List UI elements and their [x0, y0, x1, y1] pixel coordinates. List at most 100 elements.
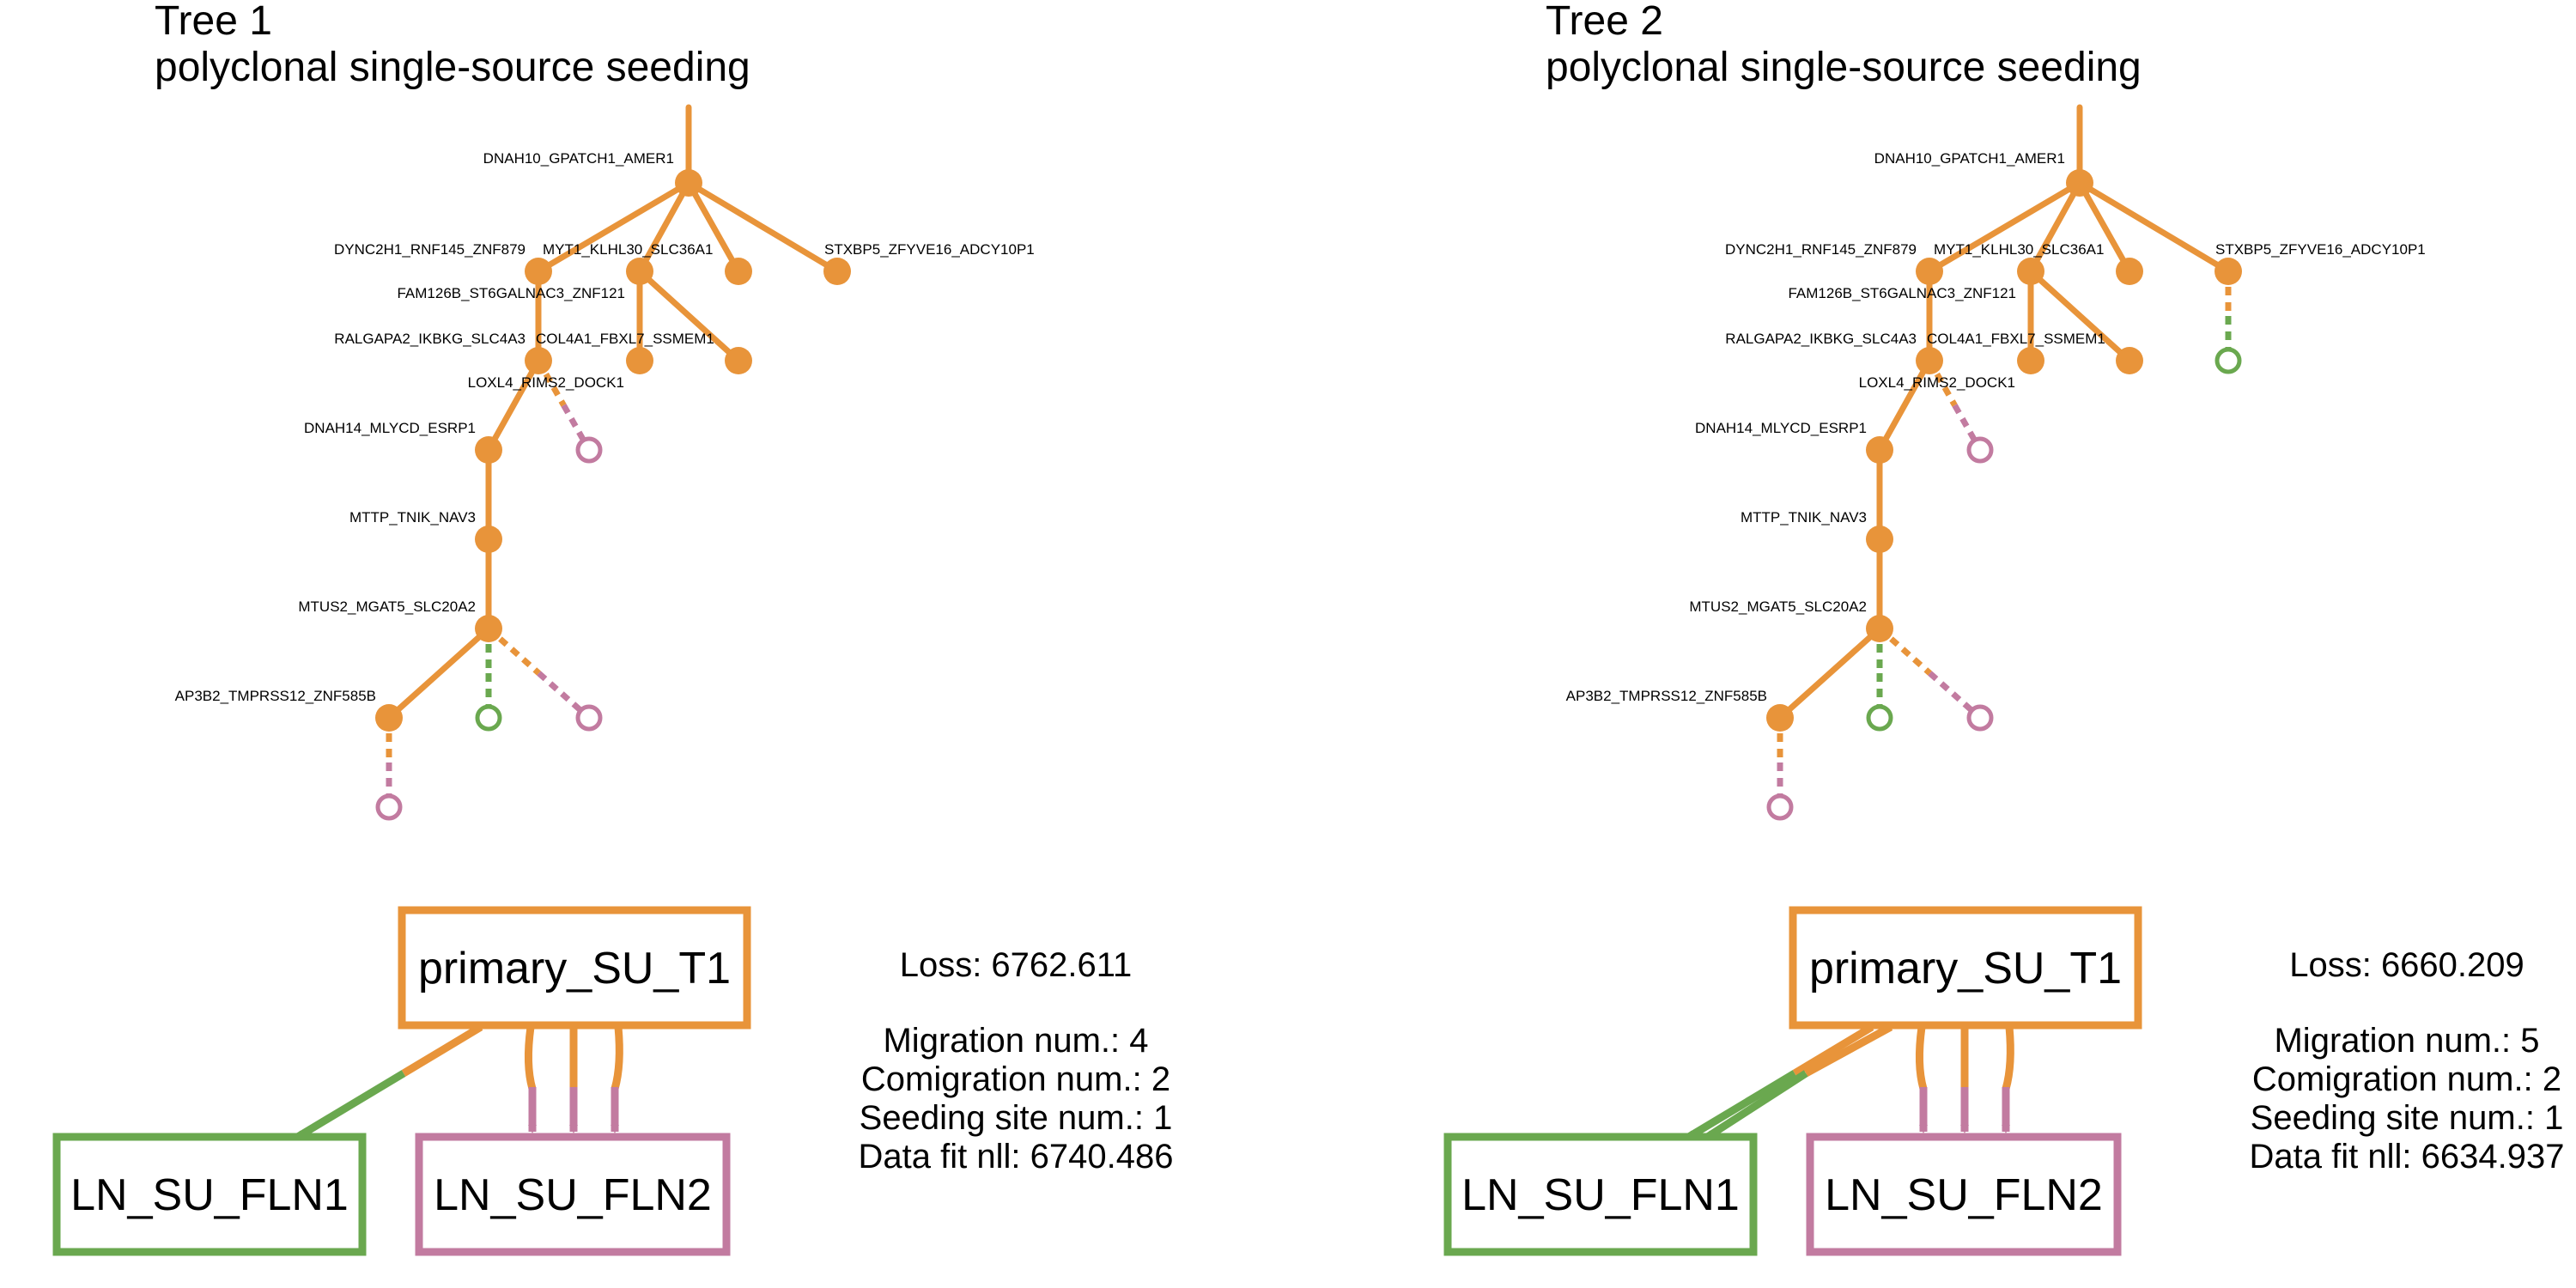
mtus2-leaf-pink-edge-end: [537, 671, 592, 720]
loxl4-leaf-edge-end: [1952, 404, 1984, 452]
primary-site-box-border: [398, 906, 751, 1030]
migration-edge-ln2-start: [1915, 1026, 1928, 1091]
node-label-myt1: MYT1_KLHL30_SLC36A1: [1934, 241, 2104, 258]
tree-edge: [636, 268, 742, 364]
node-label-mtus2: MTUS2_MGAT5_SLC20A2: [298, 598, 476, 615]
migration-edge-ln2-start: [2002, 1026, 2014, 1091]
ln2-site-box: LN_SU_FLN2: [1806, 1133, 2122, 1256]
tree-edge: [2076, 179, 2232, 275]
node-label-ralgapa2: RALGAPA2_IKBKG_SLC4A3: [334, 331, 526, 347]
seeding-site-count: Seeding site num.: 1: [2251, 1099, 2564, 1137]
clone-node: [2066, 169, 2093, 197]
node-label-dync: DYNC2H1_RNF145_ZNF879: [1725, 241, 1917, 258]
node-label-dnah14: DNAH14_MLYCD_ESRP1: [1695, 420, 1867, 436]
clone-node: [2116, 347, 2143, 374]
leaf-node-ln2: [1966, 436, 1994, 464]
clone-node: [725, 258, 752, 285]
node-label-myt1: MYT1_KLHL30_SLC36A1: [543, 241, 713, 258]
ln1-site-box-border: [1443, 1133, 1758, 1256]
clone-tree-edges: [1777, 104, 2232, 721]
ln2-site-box-border: [1806, 1133, 2122, 1256]
ln2-site-box-label: LN_SU_FLN2: [1825, 1170, 2103, 1220]
migration-count: Migration num.: 5: [2274, 1022, 2539, 1060]
leaf-node-ln2: [575, 704, 603, 732]
tree-edge: [485, 357, 542, 453]
tree-edge: [386, 625, 492, 721]
clone-node: [475, 526, 502, 553]
mtus2-leaf-pink-edge-start: [486, 626, 541, 676]
clone-node: [1766, 704, 1794, 732]
node-label-ap3b2: AP3B2_TMPRSS12_ZNF585B: [1566, 688, 1767, 704]
clone-node: [725, 347, 752, 374]
migration-edge-ln1: [1685, 1070, 1797, 1141]
primary-site-box: primary_SU_T1: [398, 906, 751, 1030]
tree-edge: [1926, 179, 2083, 275]
node-label-loxl4: LOXL4_RIMS2_DOCK1: [1859, 374, 2015, 391]
ln1-site-box: LN_SU_FLN1: [1443, 1133, 1758, 1256]
migration-edge-ln1-start: [401, 1024, 483, 1077]
seeding-pattern-label: polyclonal single-source seeding: [155, 45, 750, 90]
primary-site-box: primary_SU_T1: [1789, 906, 2142, 1030]
ln1-site-box-label: LN_SU_FLN1: [1461, 1170, 1740, 1220]
clone-node: [1916, 347, 1943, 374]
clone-tree-edges: [386, 104, 841, 721]
tree-edge: [685, 179, 742, 275]
primary-site-box-label: primary_SU_T1: [1809, 944, 2122, 993]
migration-edge-ln2-start: [524, 1026, 537, 1091]
tree-edge: [535, 179, 692, 275]
migration-edge-ln1-start: [1804, 1024, 1893, 1077]
clone-node: [1866, 615, 1893, 642]
comigration-count: Comigration num.: 2: [861, 1060, 1170, 1098]
mtus2-leaf-pink-edge-start: [1877, 626, 1932, 676]
node-label-mtus2: MTUS2_MGAT5_SLC20A2: [1689, 598, 1867, 615]
clone-node: [475, 436, 502, 464]
node-label-ralgapa2: RALGAPA2_IKBKG_SLC4A3: [1725, 331, 1917, 347]
node-label-fam126b: FAM126B_ST6GALNAC3_ZNF121: [1788, 285, 2016, 301]
clone-node: [2017, 347, 2044, 374]
loss-value: Loss: 6762.611: [900, 946, 1133, 984]
ln2-site-box: LN_SU_FLN2: [415, 1133, 731, 1256]
clone-node: [525, 347, 552, 374]
seeding-site-count: Seeding site num.: 1: [860, 1099, 1173, 1137]
clone-node: [626, 258, 653, 285]
data-fit-nll: Data fit nll: 6634.937: [2250, 1138, 2565, 1176]
tree-edge: [2027, 268, 2133, 364]
node-label-fam126b: FAM126B_ST6GALNAC3_ZNF121: [397, 285, 625, 301]
leaf-node-ln1: [2215, 347, 2242, 374]
tree-edge: [2027, 179, 2083, 275]
node-label-stxbp5: STXBP5_ZFYVE16_ADCY10P1: [824, 241, 1035, 258]
node-label-mttp: MTTP_TNIK_NAV3: [349, 509, 476, 526]
migration-edge-ln1-start: [1792, 1024, 1874, 1077]
ln1-site-box-label: LN_SU_FLN1: [70, 1170, 349, 1220]
leaf-node-ln1: [475, 704, 502, 732]
tree-title: Tree 1: [155, 0, 272, 44]
loss-value: Loss: 6660.209: [2289, 946, 2524, 984]
clone-node: [525, 258, 552, 285]
seeding-pattern-label: polyclonal single-source seeding: [1546, 45, 2142, 90]
node-label-root: DNAH10_GPATCH1_AMER1: [1874, 150, 2065, 167]
clone-node: [626, 347, 653, 374]
node-label-ap3b2: AP3B2_TMPRSS12_ZNF585B: [175, 688, 376, 704]
leaf-node-ln2: [1766, 793, 1794, 821]
clone-node: [1866, 436, 1893, 464]
migration-count: Migration num.: 4: [883, 1022, 1148, 1060]
clone-node: [1916, 258, 1943, 285]
clone-node: [475, 615, 502, 642]
ln2-site-box-label: LN_SU_FLN2: [434, 1170, 712, 1220]
leaf-node-ln2: [375, 793, 403, 821]
clone-node: [2017, 258, 2044, 285]
migration-edge-ln1: [294, 1070, 406, 1141]
leaf-node-ln2: [1966, 704, 1994, 732]
migration-edge-ln2-start: [611, 1026, 623, 1091]
loxl4-leaf-edge-end: [561, 404, 592, 452]
node-label-mttp: MTTP_TNIK_NAV3: [1741, 509, 1867, 526]
node-label-stxbp5: STXBP5_ZFYVE16_ADCY10P1: [2215, 241, 2426, 258]
node-label-loxl4: LOXL4_RIMS2_DOCK1: [468, 374, 624, 391]
clone-node: [2116, 258, 2143, 285]
migration-edge-ln1: [1704, 1070, 1808, 1141]
primary-site-box-border: [1789, 906, 2142, 1030]
clone-node: [675, 169, 702, 197]
clone-node: [375, 704, 403, 732]
